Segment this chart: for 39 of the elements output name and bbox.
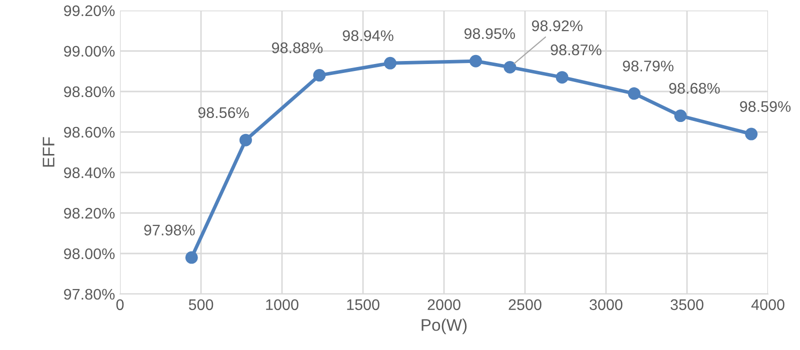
data-label: 98.59%: [740, 101, 791, 112]
y-tick-label: 98.40%: [64, 167, 115, 178]
data-label: 98.92%: [532, 20, 583, 32]
y-tick-label: 98.60%: [64, 126, 115, 138]
x-tick-label: 1000: [266, 299, 298, 310]
point: [504, 60, 516, 74]
point: [628, 87, 640, 100]
x-tick-label: 2000: [428, 299, 460, 310]
data-label: 98.88%: [272, 42, 323, 54]
point: [313, 69, 326, 82]
data-label: 98.87%: [550, 44, 602, 56]
x-tick-label: 3500: [670, 299, 704, 310]
point: [470, 54, 482, 68]
point: [674, 110, 687, 122]
data-label: 98.56%: [198, 107, 249, 118]
x-tick-label: 500: [188, 299, 214, 310]
x-axis-title: Po(W): [422, 318, 467, 334]
y-tick-label: 98.20%: [64, 208, 115, 219]
point: [384, 56, 396, 70]
x-tick-label: 1500: [347, 299, 380, 310]
x-tick-label: 4000: [751, 299, 784, 310]
point: [185, 251, 198, 264]
y-tick-label: 98.80%: [64, 86, 115, 98]
x-tick-label: 0: [116, 299, 124, 310]
y-axis-title: EFF: [42, 137, 54, 167]
y-tick-label: 97.80%: [64, 288, 115, 300]
data-label: 98.79%: [622, 60, 674, 72]
data-label: 98.95%: [464, 28, 516, 40]
y-tick-label: 99.20%: [64, 5, 115, 16]
data-label: 98.94%: [342, 30, 394, 42]
y-tick-label: 98.00%: [64, 248, 115, 260]
data-label: 97.98%: [144, 224, 195, 236]
data-label: 98.68%: [669, 82, 720, 94]
point: [556, 71, 568, 84]
point: [745, 128, 758, 140]
x-tick-label: 3000: [590, 299, 622, 310]
point: [239, 134, 252, 146]
y-tick-label: 99.00%: [64, 46, 115, 57]
x-tick-label: 2500: [508, 299, 542, 310]
